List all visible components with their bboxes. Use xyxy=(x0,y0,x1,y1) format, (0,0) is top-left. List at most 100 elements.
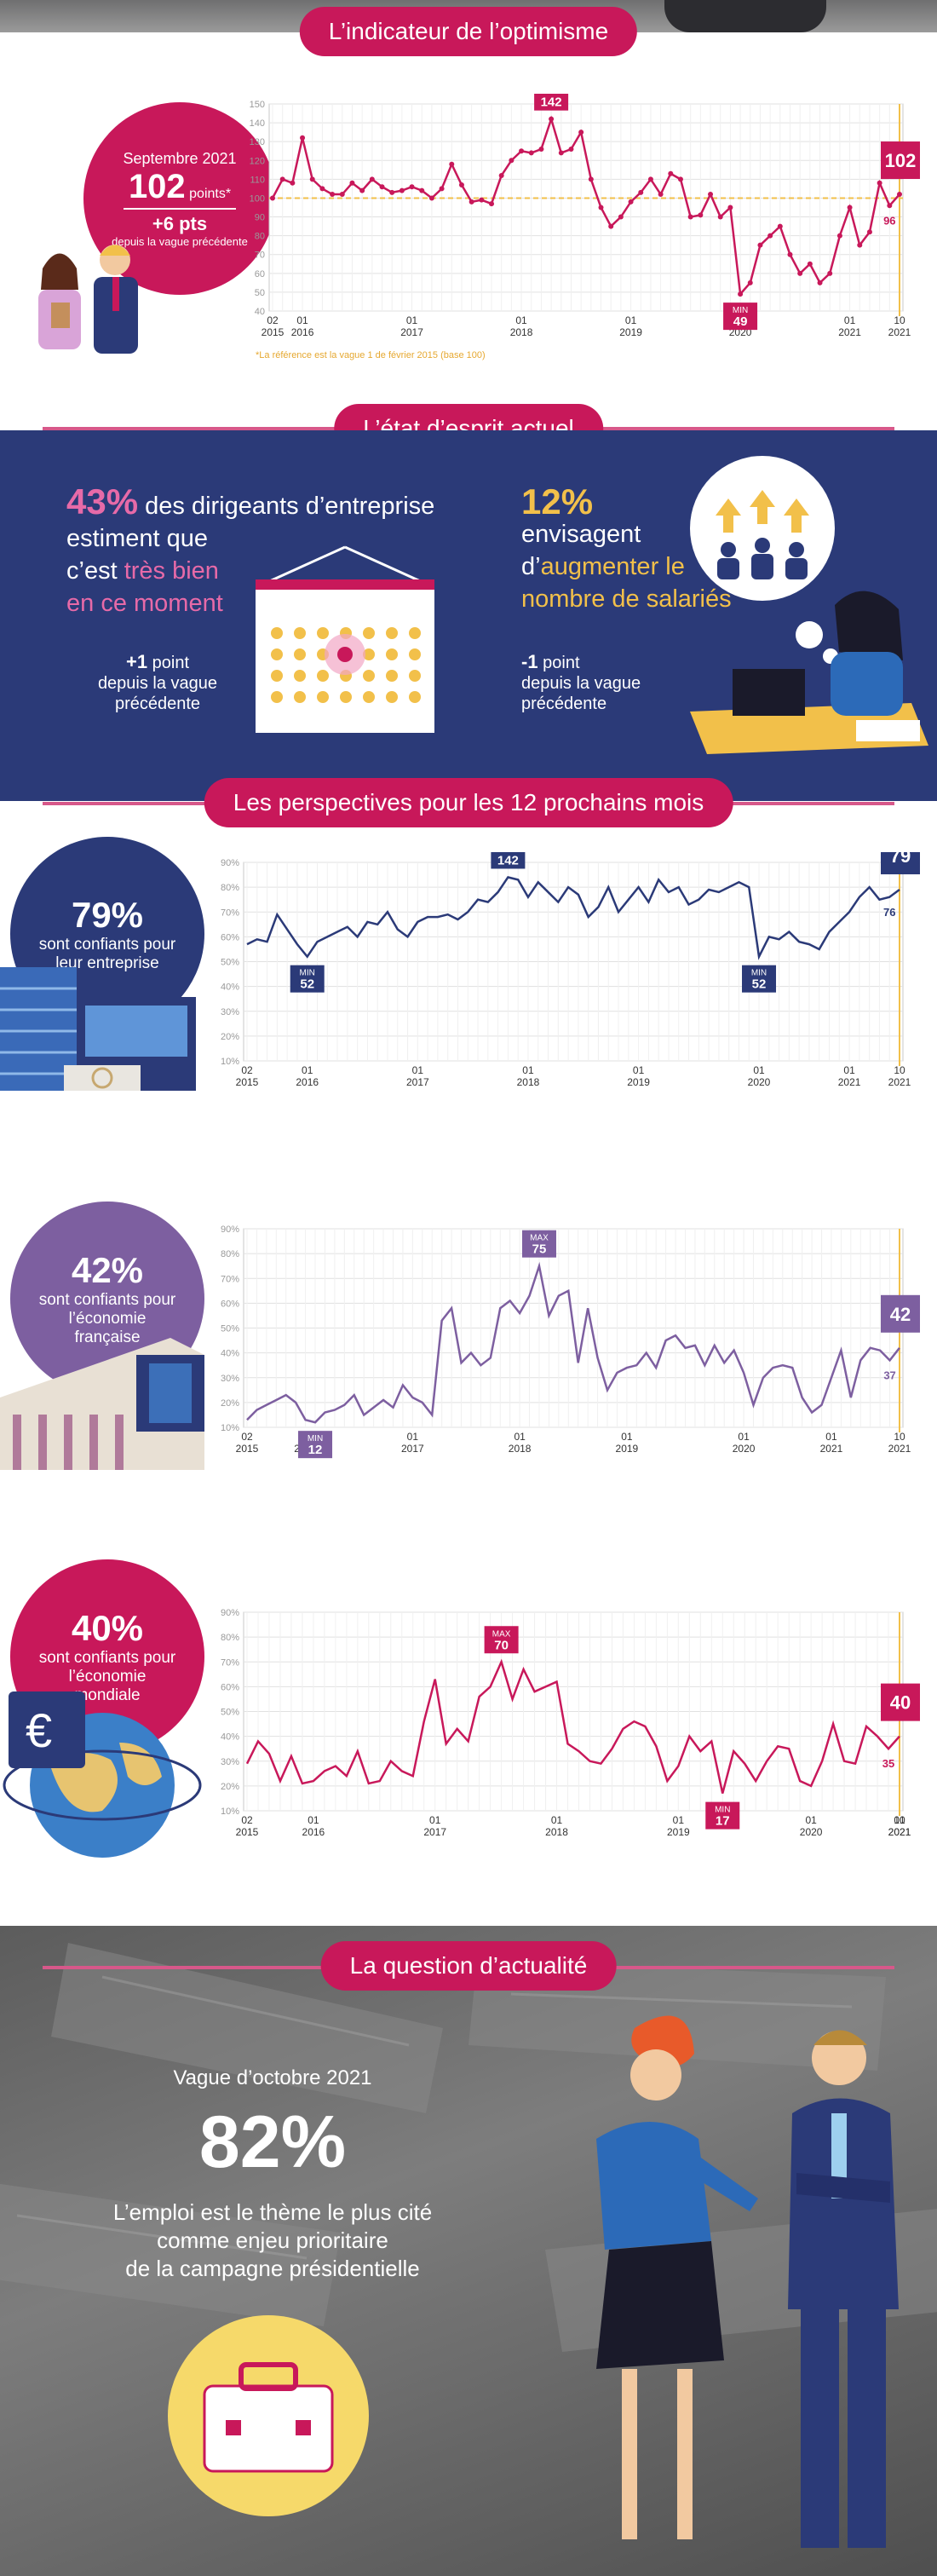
previous-value: 76 xyxy=(883,906,895,919)
business-people-illustration xyxy=(596,2015,899,2548)
left-pct: 43% xyxy=(66,481,139,522)
y-tick-label: 80 xyxy=(255,232,265,242)
data-point xyxy=(677,176,683,182)
calendar-day-dot xyxy=(340,691,352,703)
data-point xyxy=(747,279,753,285)
x-tick-year: 2018 xyxy=(509,1443,532,1455)
calendar-day-dot xyxy=(317,670,329,682)
previous-value: 37 xyxy=(883,1369,895,1381)
data-point xyxy=(807,261,813,267)
calendar-day-dot xyxy=(409,691,421,703)
y-tick-label: 90% xyxy=(221,1608,239,1618)
top-dark-figure xyxy=(664,0,826,32)
min-callout-value: 17 xyxy=(716,1814,730,1829)
min-callout-box xyxy=(290,965,325,993)
data-point xyxy=(549,116,555,122)
question-wave: Vague d’octobre 2021 xyxy=(173,2066,372,2089)
data-point xyxy=(349,180,355,186)
question-text: L’emploi est le thème le plus cité comme… xyxy=(51,2199,494,2283)
last-value: 40 xyxy=(890,1692,911,1714)
left-delta: +1 point depuis la vague précédente xyxy=(77,652,239,714)
y-tick-label: 140 xyxy=(250,118,265,129)
perspectives-section: Les perspectives pour les 12 prochains m… xyxy=(0,778,937,1926)
last-value-box xyxy=(881,852,920,875)
y-tick-label: 60% xyxy=(221,1682,239,1692)
section-title: La question d’actualité xyxy=(320,1941,617,1991)
x-tick-year: 2020 xyxy=(748,1076,771,1088)
x-tick-year: 2018 xyxy=(517,1076,540,1088)
data-point xyxy=(647,176,653,182)
right-stat: 12% envisagent d’augmenter le nombre de … xyxy=(521,484,732,615)
data-point xyxy=(708,192,714,198)
data-point xyxy=(836,233,842,239)
globe-euro-illustration: € xyxy=(3,1691,202,1858)
world-pct: 40% xyxy=(71,1608,144,1648)
last-value-box xyxy=(881,1683,920,1721)
left-delta-text: depuis la vague xyxy=(97,674,218,693)
data-point xyxy=(558,150,564,156)
right-line3: nombre de salariés xyxy=(521,585,732,613)
x-tick-year: 2016 xyxy=(291,326,314,338)
data-point xyxy=(439,186,445,192)
data-point xyxy=(727,205,733,210)
company-pct: 79% xyxy=(71,895,144,935)
last-value: 79 xyxy=(890,852,911,867)
calendar-day-dot xyxy=(271,627,283,639)
x-tick-year: 2015 xyxy=(236,1443,259,1455)
calendar-day-dot xyxy=(386,670,398,682)
data-point xyxy=(787,251,793,257)
data-point xyxy=(309,176,315,182)
x-tick-year: 2019 xyxy=(667,1826,690,1838)
data-point xyxy=(598,205,604,210)
right-delta-value: -1 xyxy=(521,651,538,672)
y-tick-label: 90% xyxy=(221,858,239,868)
data-point xyxy=(369,176,375,182)
x-tick-year: 2019 xyxy=(619,326,642,338)
right-line1: envisagent xyxy=(521,521,641,548)
data-point xyxy=(479,197,485,203)
data-point xyxy=(519,148,525,154)
calendar-day-dot xyxy=(363,670,375,682)
y-tick-label: 50 xyxy=(255,288,265,298)
section-title: L’indicateur de l’optimisme xyxy=(299,7,638,56)
calendar-day-dot xyxy=(271,691,283,703)
x-tick-label: 01 xyxy=(673,1814,685,1826)
y-tick-label: 50% xyxy=(221,1324,239,1334)
max-callout-value: 70 xyxy=(494,1638,509,1652)
y-tick-label: 30% xyxy=(221,1757,239,1767)
data-point xyxy=(687,214,693,220)
right-delta-unit: point xyxy=(543,654,580,672)
data-point xyxy=(270,195,275,201)
calendar-day-dot xyxy=(386,627,398,639)
x-tick-year: 2015 xyxy=(236,1826,259,1838)
right-line2a: d’ xyxy=(521,553,541,580)
x-tick-year: 2017 xyxy=(406,1076,429,1088)
x-tick-label: 01 xyxy=(514,1431,526,1443)
france-text: sont confiants pour l’économie française xyxy=(38,1291,176,1346)
y-tick-label: 80% xyxy=(221,883,239,893)
x-tick-year: 2017 xyxy=(423,1826,446,1838)
right-delta: -1 point depuis la vague précédente xyxy=(521,652,641,714)
x-tick-label: 01 xyxy=(308,1814,319,1826)
max-callout-label: MAX xyxy=(499,852,518,854)
current-question-section: La question d’actualité Vague d’octobre … xyxy=(0,1926,937,2576)
x-tick-label: 01 xyxy=(296,314,308,326)
data-point xyxy=(698,212,704,218)
x-tick-year: 2019 xyxy=(627,1076,650,1088)
y-tick-label: 30% xyxy=(221,1007,239,1017)
x-tick-year: 2018 xyxy=(510,326,533,338)
x-tick-label: 01 xyxy=(625,314,637,326)
france-pct: 42% xyxy=(71,1250,144,1290)
data-point xyxy=(399,187,405,193)
y-tick-label: 60% xyxy=(221,932,239,942)
data-point xyxy=(588,176,594,182)
data-point xyxy=(419,187,425,193)
x-tick-label: 10 xyxy=(894,1431,905,1443)
y-tick-label: 40% xyxy=(221,1349,239,1359)
calendar-day-dot xyxy=(409,670,421,682)
x-tick-label: 10 xyxy=(894,314,905,326)
chart-footnote: *La référence est la vague 1 de février … xyxy=(256,350,486,360)
max-callout-label: MAX xyxy=(530,1234,549,1243)
data-point xyxy=(757,242,763,248)
data-point xyxy=(817,279,823,285)
